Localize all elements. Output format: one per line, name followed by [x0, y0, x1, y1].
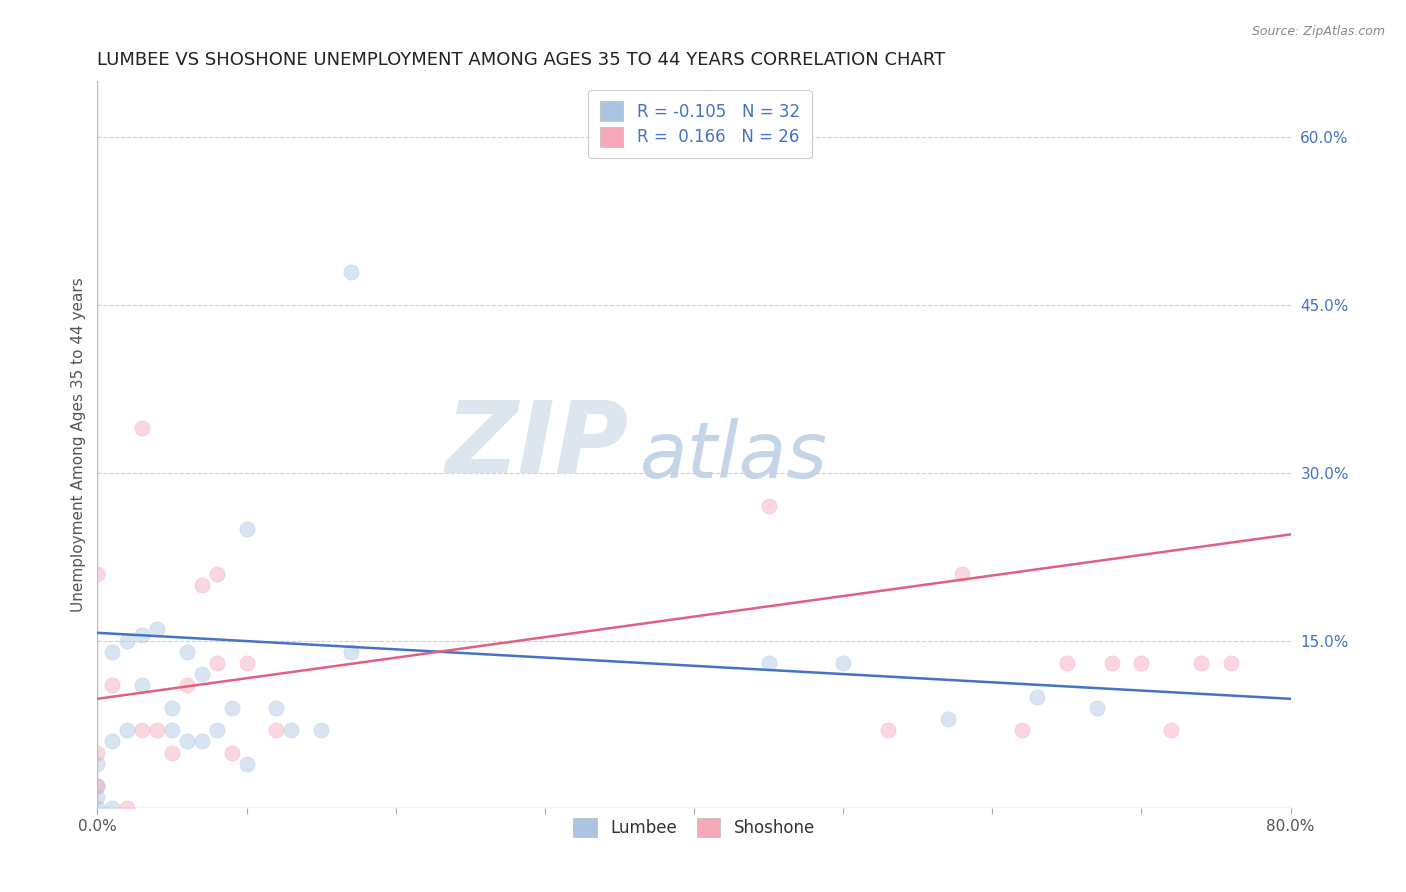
Point [221, 700, 243, 714]
Point [86, 566, 108, 581]
Point [146, 723, 169, 738]
Point [235, 756, 257, 771]
Point [1101, 656, 1123, 670]
Point [1130, 656, 1153, 670]
Point [266, 723, 288, 738]
Point [205, 656, 228, 670]
Text: Source: ZipAtlas.com: Source: ZipAtlas.com [1251, 25, 1385, 38]
Point [86, 779, 108, 793]
Point [936, 712, 959, 726]
Point [176, 678, 198, 692]
Point [758, 656, 780, 670]
Point [131, 628, 153, 642]
Point [115, 633, 138, 648]
Point [1011, 723, 1033, 738]
Point [205, 566, 228, 581]
Point [176, 734, 198, 748]
Point [221, 746, 243, 760]
Point [86, 756, 108, 771]
Point [101, 645, 124, 659]
Point [309, 723, 332, 738]
Point [101, 734, 124, 748]
Point [86, 790, 108, 805]
Point [131, 421, 153, 435]
Text: LUMBEE VS SHOSHONE UNEMPLOYMENT AMONG AGES 35 TO 44 YEARS CORRELATION CHART: LUMBEE VS SHOSHONE UNEMPLOYMENT AMONG AG… [97, 51, 946, 69]
Point [131, 678, 153, 692]
Y-axis label: Unemployment Among Ages 35 to 44 years: Unemployment Among Ages 35 to 44 years [72, 277, 86, 612]
Point [190, 734, 212, 748]
Point [205, 723, 228, 738]
Point [190, 667, 212, 681]
Point [876, 723, 898, 738]
Point [160, 746, 183, 760]
Point [952, 566, 974, 581]
Point [160, 700, 183, 714]
Point [1189, 656, 1212, 670]
Text: ZIP: ZIP [446, 396, 628, 493]
Point [340, 645, 363, 659]
Point [146, 623, 169, 637]
Point [1026, 690, 1049, 704]
Point [1219, 656, 1241, 670]
Point [1085, 700, 1108, 714]
Point [266, 700, 288, 714]
Point [86, 779, 108, 793]
Point [86, 801, 108, 815]
Point [115, 723, 138, 738]
Point [758, 500, 780, 514]
Point [235, 522, 257, 536]
Point [101, 801, 124, 815]
Point [832, 656, 855, 670]
Point [235, 656, 257, 670]
Legend: Lumbee, Shoshone: Lumbee, Shoshone [567, 811, 821, 844]
Point [280, 723, 302, 738]
Point [340, 264, 363, 278]
Point [131, 723, 153, 738]
Point [1056, 656, 1078, 670]
Text: atlas: atlas [640, 417, 828, 494]
Point [190, 578, 212, 592]
Point [115, 801, 138, 815]
Point [1160, 723, 1182, 738]
Point [176, 645, 198, 659]
Point [160, 723, 183, 738]
Point [101, 678, 124, 692]
Point [86, 746, 108, 760]
